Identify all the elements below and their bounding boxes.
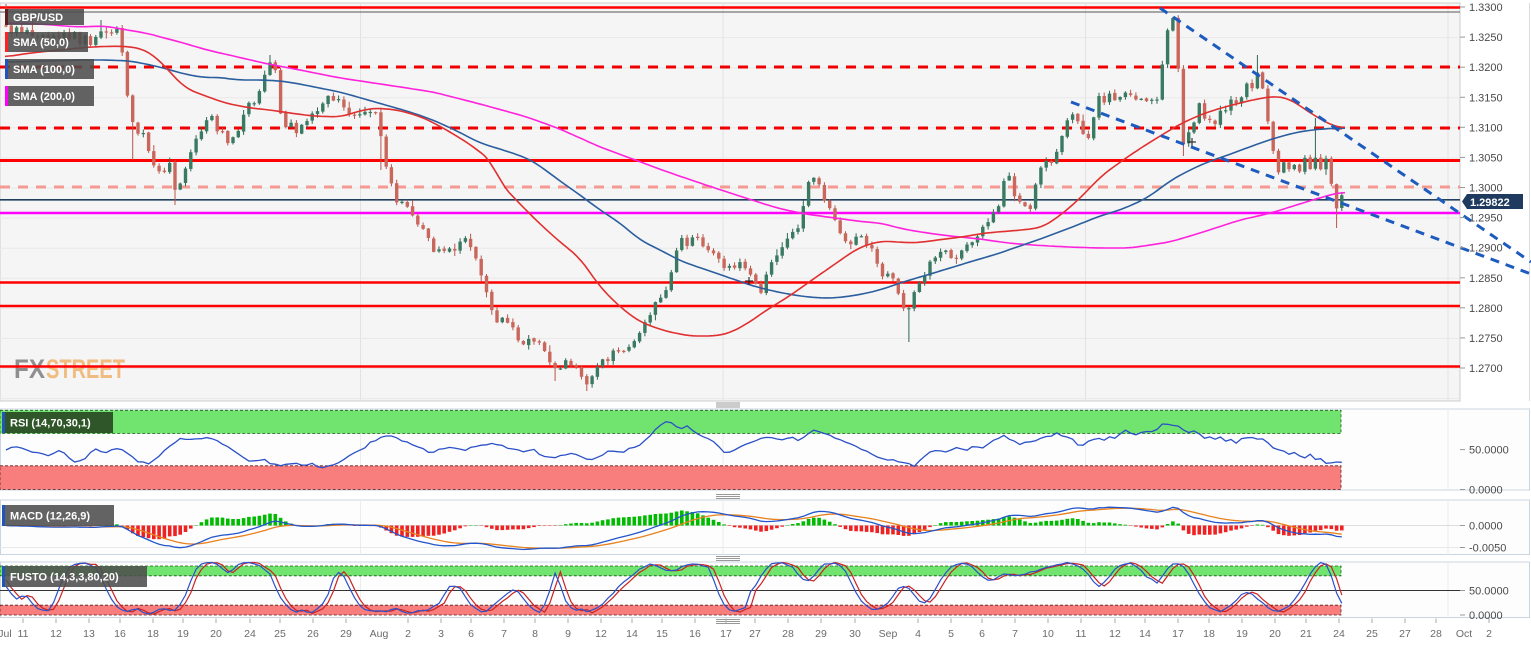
svg-text:9: 9 <box>565 628 571 640</box>
svg-text:50.0000: 50.0000 <box>1469 445 1509 457</box>
svg-text:0.0000: 0.0000 <box>1469 521 1503 533</box>
svg-text:28: 28 <box>1430 628 1442 640</box>
svg-text:8: 8 <box>532 628 538 640</box>
svg-text:13: 13 <box>83 628 95 640</box>
svg-text:18: 18 <box>147 628 159 640</box>
svg-text:1.2750: 1.2750 <box>1469 333 1503 345</box>
svg-text:Sep: Sep <box>879 628 898 640</box>
svg-text:12: 12 <box>50 628 62 640</box>
svg-text:3: 3 <box>438 628 444 640</box>
svg-text:19: 19 <box>1236 628 1248 640</box>
svg-text:0.0000: 0.0000 <box>1469 485 1503 497</box>
svg-text:FUSTO (14,3,3,80,20): FUSTO (14,3,3,80,20) <box>10 572 119 584</box>
svg-text:20: 20 <box>210 628 222 640</box>
svg-text:2: 2 <box>405 628 411 640</box>
svg-text:20: 20 <box>1269 628 1281 640</box>
svg-text:50.0000: 50.0000 <box>1469 586 1509 598</box>
svg-text:4: 4 <box>915 628 921 640</box>
svg-text:1.3150: 1.3150 <box>1469 92 1503 104</box>
svg-text:25: 25 <box>1366 628 1378 640</box>
svg-text:Jul: Jul <box>0 628 12 640</box>
svg-text:2: 2 <box>1486 628 1492 640</box>
svg-text:Aug: Aug <box>370 628 389 640</box>
svg-text:29: 29 <box>815 628 827 640</box>
svg-text:12: 12 <box>595 628 607 640</box>
svg-text:27: 27 <box>749 628 761 640</box>
svg-text:7: 7 <box>1012 628 1018 640</box>
svg-text:1.3250: 1.3250 <box>1469 32 1503 44</box>
svg-text:14: 14 <box>1139 628 1151 640</box>
svg-text:6: 6 <box>979 628 985 640</box>
svg-text:16: 16 <box>689 628 701 640</box>
svg-text:STREET: STREET <box>46 354 125 384</box>
svg-text:5: 5 <box>948 628 954 640</box>
svg-text:FX: FX <box>14 354 45 384</box>
svg-text:30: 30 <box>849 628 861 640</box>
svg-text:1.2800: 1.2800 <box>1469 303 1503 315</box>
svg-text:12: 12 <box>1109 628 1121 640</box>
svg-text:21: 21 <box>1300 628 1312 640</box>
svg-text:18: 18 <box>1203 628 1215 640</box>
svg-text:11: 11 <box>1076 628 1087 640</box>
svg-text:1.29822: 1.29822 <box>1470 197 1510 209</box>
svg-text:SMA (100,0): SMA (100,0) <box>13 64 75 76</box>
svg-text:1.3300: 1.3300 <box>1469 2 1503 14</box>
svg-text:1.2950: 1.2950 <box>1469 213 1503 225</box>
svg-text:25: 25 <box>274 628 286 640</box>
svg-text:14: 14 <box>626 628 638 640</box>
svg-text:10: 10 <box>1042 628 1054 640</box>
svg-text:24: 24 <box>244 628 256 640</box>
svg-text:1.3100: 1.3100 <box>1469 122 1503 134</box>
svg-text:11: 11 <box>18 628 29 640</box>
svg-text:17: 17 <box>1172 628 1184 640</box>
svg-text:17: 17 <box>720 628 732 640</box>
svg-text:GBP/USD: GBP/USD <box>13 12 63 24</box>
svg-text:26: 26 <box>307 628 319 640</box>
svg-text:1.3000: 1.3000 <box>1469 183 1503 195</box>
svg-text:SMA (50,0): SMA (50,0) <box>13 37 69 49</box>
svg-text:16: 16 <box>114 628 126 640</box>
svg-text:28: 28 <box>782 628 794 640</box>
svg-text:0.0000: 0.0000 <box>1469 610 1503 622</box>
svg-text:RSI (14,70,30,1): RSI (14,70,30,1) <box>10 418 91 430</box>
svg-text:1.3050: 1.3050 <box>1469 152 1503 164</box>
svg-text:19: 19 <box>177 628 189 640</box>
svg-text:MACD (12,26,9): MACD (12,26,9) <box>10 511 90 523</box>
svg-text:27: 27 <box>1399 628 1411 640</box>
svg-text:7: 7 <box>501 628 507 640</box>
svg-text:SMA (200,0): SMA (200,0) <box>13 91 75 103</box>
svg-text:Oct: Oct <box>1456 628 1472 640</box>
svg-text:-0.0050: -0.0050 <box>1469 543 1506 555</box>
svg-text:6: 6 <box>468 628 474 640</box>
svg-text:1.2900: 1.2900 <box>1469 243 1503 255</box>
svg-text:1.3200: 1.3200 <box>1469 62 1503 74</box>
svg-text:1.2850: 1.2850 <box>1469 273 1503 285</box>
svg-text:29: 29 <box>340 628 352 640</box>
svg-text:15: 15 <box>656 628 668 640</box>
svg-text:24: 24 <box>1333 628 1345 640</box>
svg-text:1.2700: 1.2700 <box>1469 363 1503 375</box>
